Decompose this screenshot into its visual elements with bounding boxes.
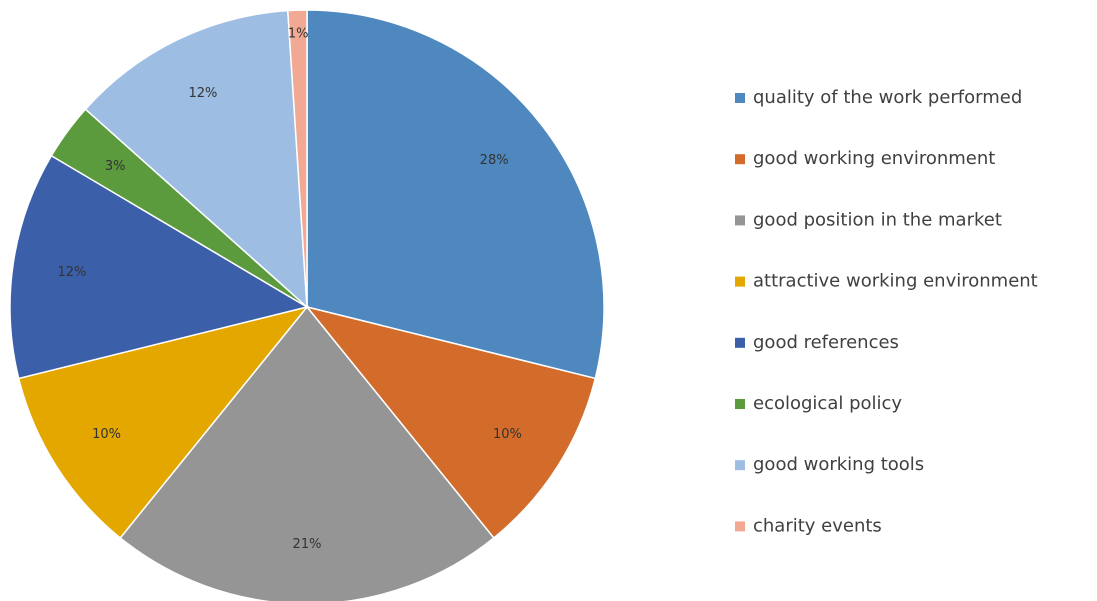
pie-slice: [9, 154, 309, 380]
data-label: 10%: [493, 427, 522, 442]
legend-label: good working tools: [753, 454, 924, 475]
legend-swatch: [735, 521, 745, 532]
legend-label: attractive working environment: [753, 271, 1038, 292]
legend-swatch: [735, 276, 745, 287]
legend-label: good references: [753, 332, 899, 353]
legend-swatch: [735, 154, 745, 165]
data-label: 12%: [57, 265, 86, 280]
legend-label: ecological policy: [753, 393, 902, 414]
legend-swatch: [735, 460, 745, 471]
data-label: 12%: [188, 86, 217, 101]
legend-swatch: [735, 93, 745, 103]
pie-slice: [17, 305, 309, 539]
data-label: 1%: [288, 26, 309, 41]
pie-slice: [305, 305, 597, 539]
legend-swatch: [735, 215, 745, 226]
legend-label: good position in the market: [753, 209, 1002, 230]
data-label: 3%: [105, 159, 126, 174]
legend-swatch: [735, 399, 745, 409]
data-label: 10%: [92, 427, 121, 442]
pie-slice: [286, 9, 308, 308]
data-label: 21%: [293, 537, 322, 552]
pie-slice: [119, 305, 495, 601]
pie-slice: [84, 9, 308, 309]
data-label: 28%: [480, 153, 509, 168]
legend-label: quality of the work performed: [753, 87, 1022, 108]
pie-slice: [306, 9, 605, 380]
legend-swatch: [735, 337, 745, 348]
legend-label: good working environment: [753, 148, 995, 169]
legend-label: charity events: [753, 515, 882, 536]
